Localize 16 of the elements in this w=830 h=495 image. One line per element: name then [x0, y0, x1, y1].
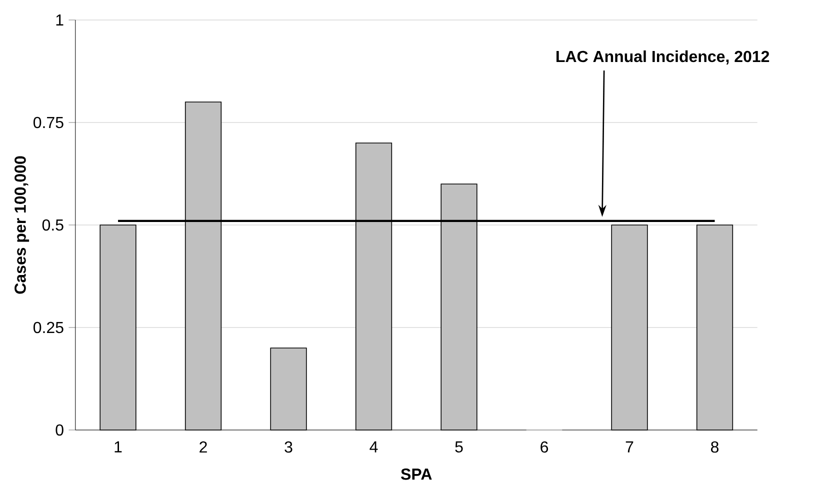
x-tick-label: 5: [455, 441, 463, 453]
y-tick-label: 0.75: [33, 116, 64, 128]
y-tick-label: 0.5: [42, 219, 64, 231]
x-tick-label: 4: [370, 441, 378, 452]
y-axis-title: Cases per 100,000: [14, 156, 30, 294]
y-tick-label: 0: [56, 424, 64, 436]
x-tick-label: 3: [284, 441, 292, 453]
y-tick-label: 0.25: [33, 322, 64, 334]
x-axis-title: SPA: [400, 468, 432, 480]
x-tick-label: 1: [114, 441, 122, 452]
ref-line-label: LAC Annual Incidence, 2012: [556, 50, 770, 64]
x-tick-label: 2: [200, 441, 207, 453]
x-tick-label: 7: [626, 441, 634, 452]
x-tick-label: 6: [540, 441, 548, 453]
x-tick-label: 8: [710, 441, 718, 453]
y-tick-label: 1: [56, 14, 64, 26]
